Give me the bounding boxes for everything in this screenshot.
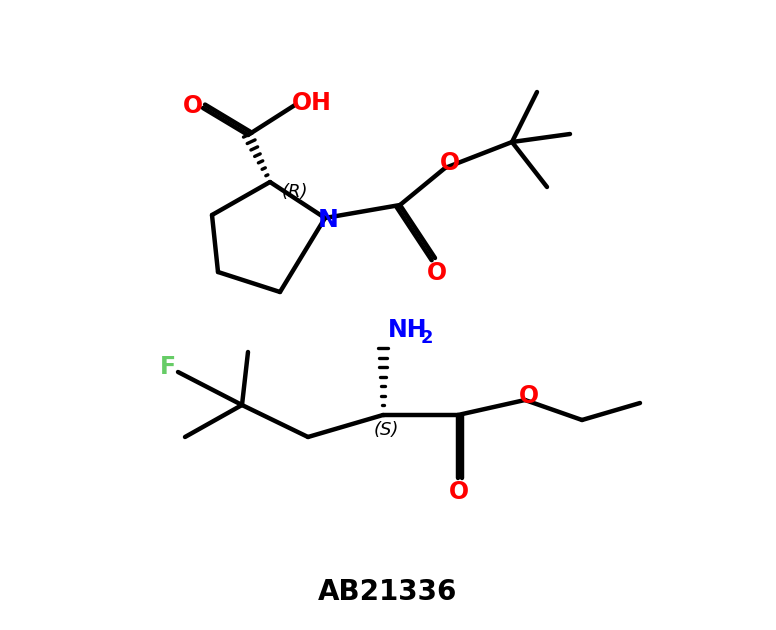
Text: O: O (427, 261, 447, 285)
Text: O: O (449, 480, 469, 504)
Text: OH: OH (292, 91, 332, 115)
Text: 2: 2 (421, 329, 434, 347)
Text: O: O (519, 384, 539, 408)
Text: NH: NH (388, 318, 428, 342)
Text: O: O (183, 94, 203, 118)
Text: AB21336: AB21336 (318, 578, 458, 606)
Text: F: F (160, 355, 176, 379)
Text: N: N (317, 208, 338, 232)
Text: O: O (440, 151, 460, 175)
Text: (S): (S) (373, 421, 399, 439)
Text: (R): (R) (282, 183, 308, 201)
